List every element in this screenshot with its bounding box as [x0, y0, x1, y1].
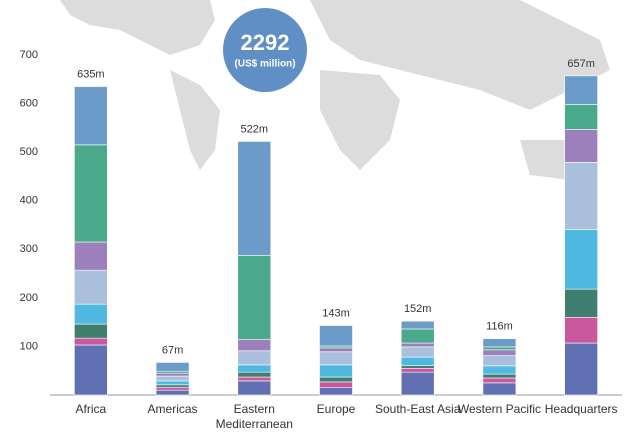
bar-segment [400, 328, 435, 344]
bar-segment [564, 129, 598, 163]
bar-segment [319, 376, 353, 383]
bar-segment [237, 255, 272, 340]
bar-segment [155, 386, 190, 391]
bar-segment [564, 75, 598, 105]
total-badge [223, 8, 307, 92]
bar-segment [319, 387, 353, 396]
total-label: 152m [404, 303, 432, 315]
total-label: 522m [241, 123, 269, 135]
bar-segment [237, 350, 272, 366]
x-tick-label: Europe [316, 402, 356, 416]
bar-segment [564, 288, 598, 318]
bar-segment [564, 104, 598, 130]
bar-segment [400, 371, 435, 396]
total-unit: (US$ million) [234, 59, 295, 70]
bar-segment [237, 380, 272, 396]
bar-segment [400, 346, 435, 358]
bar-segment [482, 373, 517, 379]
bar-segment [74, 241, 108, 271]
bar-segment [237, 339, 272, 352]
total-label: 116m [486, 321, 513, 333]
total-label: 67m [162, 344, 183, 356]
bar-segment [155, 380, 190, 386]
bar-segment [74, 144, 108, 243]
y-tick-label: 500 [20, 146, 38, 158]
bar-segment [482, 365, 517, 375]
bar-segment [564, 229, 598, 290]
bar-segment [74, 344, 108, 396]
total-label: 635m [77, 68, 105, 80]
bar-segment [482, 349, 517, 356]
bar-segment [482, 346, 517, 351]
total-value: 2292 [241, 30, 290, 55]
y-tick-label: 200 [20, 292, 38, 304]
bar-segment [482, 382, 517, 396]
total-label: 143m [322, 307, 350, 319]
bar-segment [400, 356, 435, 366]
total-label: 657m [567, 58, 595, 70]
bar-segment [155, 384, 190, 388]
bar-segment [74, 269, 108, 305]
bar-segment [482, 355, 517, 367]
x-tick-label: Africa [75, 402, 107, 416]
x-tick-label: Americas [147, 402, 198, 416]
x-tick-label: South-East Asia [375, 402, 461, 416]
x-tick-label: Eastern Mediterranean [215, 402, 293, 431]
y-tick-label: 300 [20, 243, 38, 255]
bar-segment [237, 141, 272, 256]
bar-segment [319, 347, 353, 353]
x-tick-label: Headquarters [544, 402, 618, 416]
bar-segment [319, 325, 353, 347]
bar-segment [155, 389, 190, 396]
bar-segment [74, 303, 108, 325]
bar-segment [155, 375, 190, 382]
bar-segment [237, 371, 272, 378]
y-tick-label: 700 [20, 49, 38, 61]
x-tick-label: Western Pacific [457, 402, 541, 416]
bar-segment [319, 364, 353, 378]
bar-segment [74, 86, 108, 146]
bar-segment [155, 362, 190, 372]
world-map [60, 0, 610, 180]
bar-segment [564, 342, 598, 396]
bar-segment [400, 367, 435, 373]
y-tick-label: 100 [20, 340, 38, 352]
bar-segment [319, 351, 353, 366]
bar-segment [564, 162, 598, 230]
bar-segment [400, 320, 435, 330]
bar-segment [155, 372, 190, 377]
bar-segment [74, 337, 108, 346]
bar-segment [482, 377, 517, 384]
bar-segment [564, 316, 598, 344]
bar-segment [400, 365, 435, 369]
bar-segment [319, 381, 353, 389]
bar-segment [237, 376, 272, 382]
bar-segment [74, 323, 108, 339]
bar-segment [400, 342, 435, 348]
bar-segment [482, 338, 517, 348]
bar-segment [237, 364, 272, 373]
y-tick-label: 600 [20, 97, 38, 109]
y-tick-label: 400 [20, 195, 38, 207]
